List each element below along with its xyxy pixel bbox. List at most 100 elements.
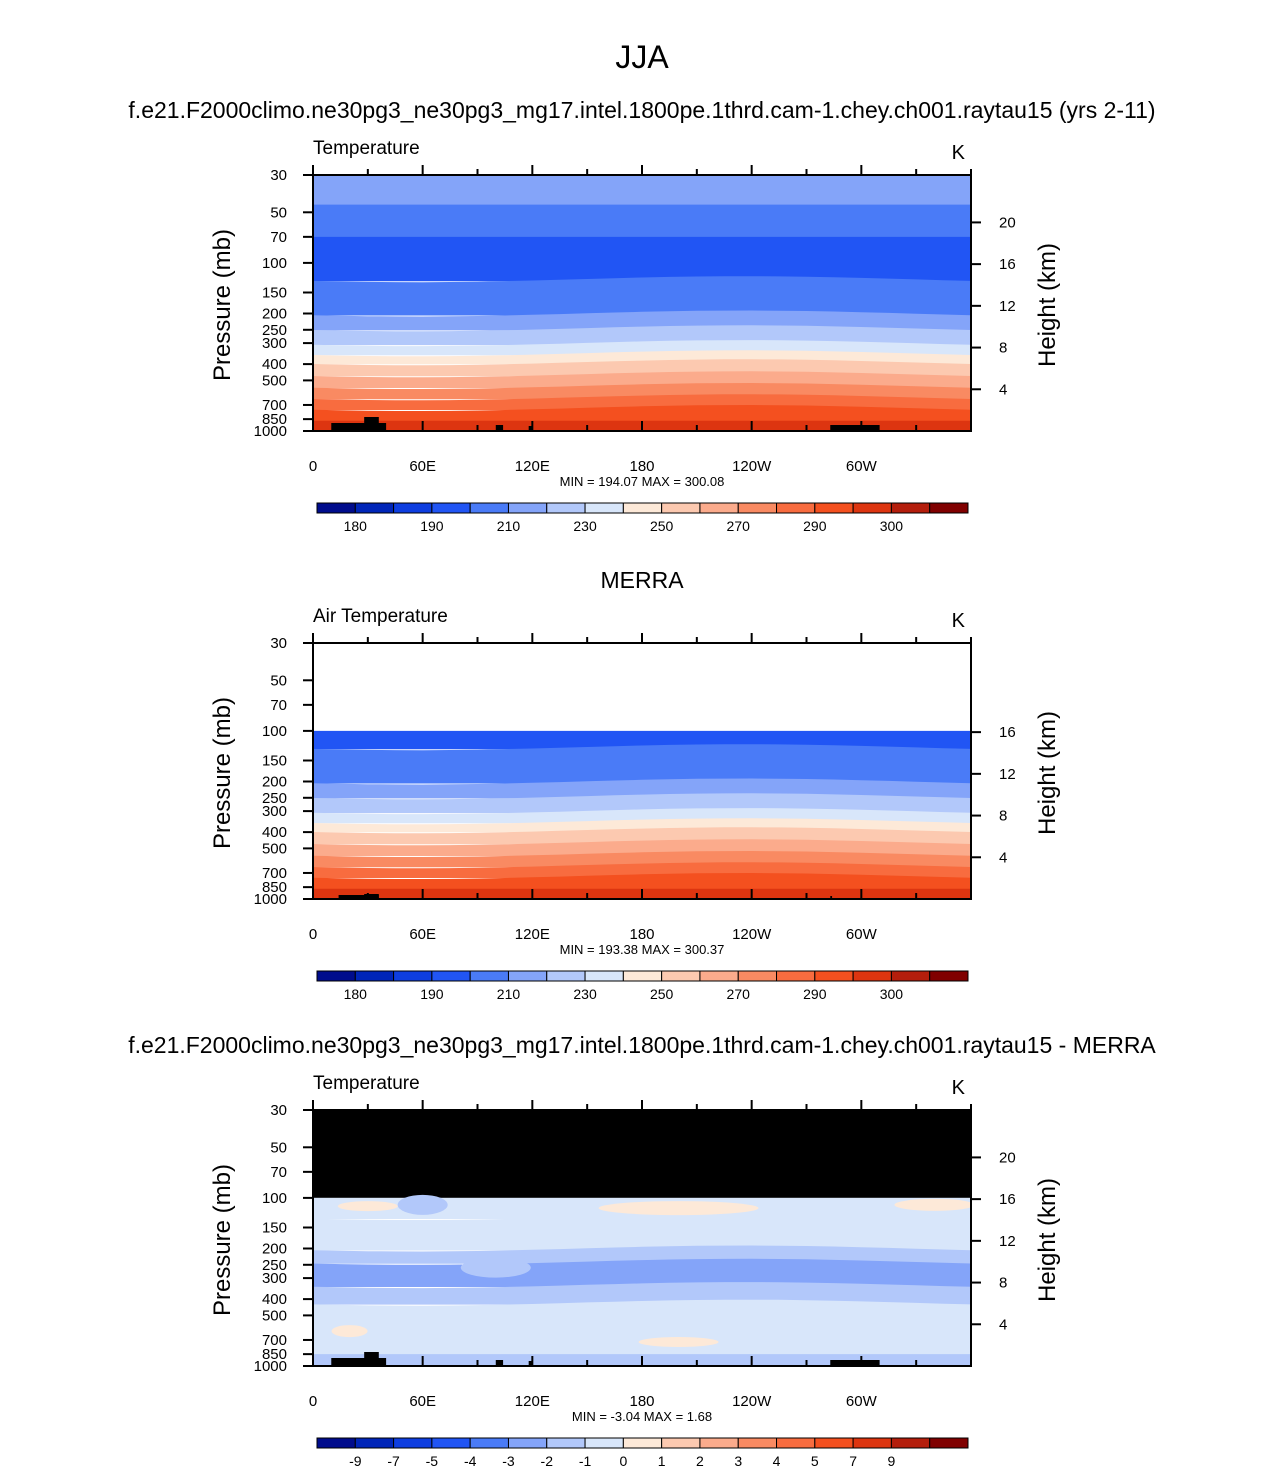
topography [830, 425, 862, 431]
x-tick-label: 120W [732, 1393, 772, 1410]
height-tick-label: 20 [999, 214, 1016, 231]
y-tick-label: 30 [270, 635, 287, 652]
y-tick-label: 850 [262, 411, 287, 428]
colorbar-box [890, 502, 931, 514]
colorbar-label: 9 [888, 1453, 896, 1469]
colorbar-box [737, 502, 778, 514]
y-tick-label: 30 [270, 167, 287, 184]
colorbar-box [699, 1437, 739, 1449]
y-tick-label: 200 [262, 774, 287, 791]
panel-right-label: K [952, 1077, 966, 1099]
min-max-label: MIN = 193.38 MAX = 300.37 [560, 942, 725, 957]
colorbar-box [622, 502, 663, 514]
colorbar-label: 210 [497, 518, 521, 534]
colorbar-box [852, 1437, 892, 1449]
topography [495, 425, 504, 431]
x-tick-label: 120E [515, 458, 550, 475]
panel-left-label: Temperature [313, 1073, 420, 1094]
contour-band [313, 325, 971, 346]
panel-diff: 0 60E 120E 180 120W 60W3050701001502002503004… [209, 1073, 1061, 1469]
topography [861, 1360, 880, 1366]
y-tick-label: 30 [270, 1102, 287, 1119]
colorbar-box [890, 970, 931, 982]
colorbar-box [699, 970, 739, 982]
x-tick-label: 180 [629, 1393, 654, 1410]
topography [331, 1358, 387, 1366]
x-tick-label: 120E [515, 1393, 550, 1410]
y-tick-label: 100 [262, 723, 287, 740]
field-obs [313, 643, 971, 899]
colorbar-label: 0 [619, 1453, 627, 1469]
height-tick-label: 8 [999, 1275, 1007, 1292]
colorbar-label: 2 [696, 1453, 704, 1469]
colorbar-label: 7 [849, 1453, 857, 1469]
colorbar-box [661, 970, 701, 982]
colorbar-box [354, 502, 395, 514]
y-tick-label: 850 [262, 1346, 287, 1363]
colorbar-label: 250 [650, 518, 674, 534]
height-tick-label: 16 [999, 724, 1016, 741]
colorbar-box [661, 1437, 701, 1449]
contour-band [313, 204, 971, 239]
x-tick-label: 60E [409, 1393, 436, 1410]
colorbar-box [546, 1437, 586, 1449]
y-tick-label: 70 [270, 697, 287, 714]
y-tick-label: 700 [262, 1332, 287, 1349]
topography [830, 1360, 862, 1366]
colorbar-box [393, 970, 433, 982]
colorbar-box [393, 1437, 433, 1449]
y-tick-label: 400 [262, 1291, 287, 1308]
y-tick-label: 50 [270, 204, 287, 221]
panel-left-label: Air Temperature [313, 606, 448, 627]
colorbar-box [507, 970, 548, 982]
y-tick-label: 70 [270, 229, 287, 246]
topography [528, 1361, 533, 1366]
y-tick-label: 70 [270, 1164, 287, 1181]
colorbar-box [469, 502, 509, 514]
y-tick-label: 300 [262, 1270, 287, 1287]
y-tick-label: 500 [262, 1307, 287, 1324]
anomaly-patch [397, 1194, 448, 1215]
y-tick-label: 1000 [254, 423, 287, 440]
x-tick-label: 0 [309, 1393, 317, 1410]
y-tick-label: 250 [262, 790, 287, 807]
y-tick-label: 100 [262, 255, 287, 272]
y-tick-label: 200 [262, 1241, 287, 1258]
height-tick-label: 12 [999, 766, 1016, 783]
colorbar-box [431, 1437, 471, 1449]
height-tick-label: 16 [999, 1191, 1016, 1208]
x-tick-label: 60W [846, 1393, 878, 1410]
colorbar-box [776, 970, 816, 982]
panel-right-label: K [952, 610, 966, 632]
colorbar-label: 300 [880, 986, 904, 1002]
colorbar-box [469, 1437, 509, 1449]
colorbar-label: -2 [541, 1453, 554, 1469]
anomaly-patch [337, 1201, 398, 1212]
contour-band [313, 778, 971, 799]
topography [830, 896, 833, 899]
contour-band [313, 276, 971, 316]
colorbar-box [622, 1437, 663, 1449]
topography [364, 1352, 379, 1366]
colorbar-box [431, 970, 471, 982]
height-tick-label: 4 [999, 1316, 1007, 1333]
contour-band [313, 1299, 971, 1357]
x-tick-label: 60W [846, 458, 878, 475]
colorbar-label: -1 [579, 1453, 592, 1469]
topography [861, 425, 880, 431]
missing-data-region [313, 1110, 971, 1198]
y-tick-label: 50 [270, 672, 287, 689]
colorbar-box [584, 502, 624, 514]
height-tick-label: 4 [999, 849, 1007, 866]
topography [364, 894, 379, 899]
anomaly-patch [894, 1198, 971, 1211]
y-axis-title: Pressure (mb) [209, 1164, 236, 1316]
colorbar-box [622, 970, 663, 982]
y-tick-label: 150 [262, 284, 287, 301]
colorbar-box [814, 1437, 854, 1449]
colorbar-label: 290 [803, 986, 827, 1002]
colorbar-label: 230 [573, 518, 597, 534]
colorbar-label: -4 [464, 1453, 477, 1469]
